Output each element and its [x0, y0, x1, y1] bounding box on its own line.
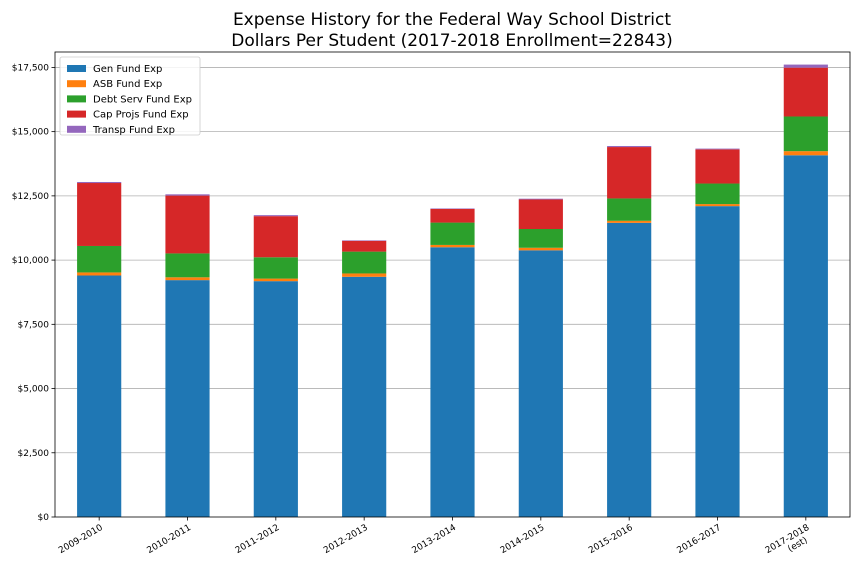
bar-segment — [695, 148, 740, 150]
y-tick-label: $7,500 — [18, 320, 50, 330]
bar-segment — [77, 181, 122, 184]
bar-segment — [783, 116, 828, 152]
bar-segment — [607, 220, 652, 223]
legend-label: Debt Serv Fund Exp — [93, 94, 192, 105]
x-tick-label: 2015-2016 — [587, 523, 635, 556]
bar-segment — [783, 151, 828, 156]
bar-segment — [165, 195, 210, 254]
legend-swatch — [67, 95, 86, 103]
bar-segment — [253, 278, 298, 282]
x-tick-label-group: 2010-2011 — [146, 523, 193, 556]
bar-segment — [695, 149, 740, 184]
y-tick-label: $0 — [38, 513, 50, 523]
bar-segment — [77, 275, 122, 517]
legend: Gen Fund Exp ASB Fund Exp Debt Serv Fund E… — [59, 56, 201, 136]
bar-segment — [518, 247, 563, 251]
bar-segment — [430, 222, 475, 245]
x-tick-label: 2014-2015 — [499, 523, 546, 556]
x-tick-label-group: 2012-2013 — [322, 523, 369, 556]
bars — [77, 64, 828, 518]
bar-segment — [783, 64, 828, 68]
bar-segment — [165, 277, 210, 281]
y-tick-label: $17,500 — [12, 63, 49, 73]
x-tick-label: 2016-2017 — [676, 523, 723, 556]
bar-segment — [607, 146, 652, 148]
legend-swatch — [67, 110, 86, 118]
x-tick-label-group: 2009-2010 — [57, 523, 105, 556]
legend-label: ASB Fund Exp — [93, 79, 162, 90]
bar-segment — [77, 245, 122, 273]
x-tick-label: 2011-2012 — [234, 523, 281, 556]
y-tick-label: $12,500 — [12, 192, 49, 202]
bar-segment — [253, 216, 298, 258]
bar-segment — [695, 204, 740, 207]
bar-segment — [783, 67, 828, 117]
x-tick-label-group: 2015-2016 — [587, 523, 635, 556]
bar-segment — [430, 244, 475, 248]
bar-segment — [253, 215, 298, 217]
bar-segment — [607, 222, 652, 518]
bar-segment — [253, 257, 298, 279]
bar-segment — [342, 273, 387, 277]
bar-segment — [695, 183, 740, 205]
x-tick-label-group: 2017-2018(est) — [764, 523, 812, 556]
x-tick-label: 2013-2014 — [411, 523, 459, 556]
bar-segment — [430, 208, 475, 223]
y-tick-label: $10,000 — [12, 256, 49, 266]
x-tick-label: 2009-2010 — [57, 523, 105, 556]
x-tick-label: 2012-2013 — [322, 523, 369, 556]
bar-segment — [342, 276, 387, 517]
x-axis: 2009-2010 2010-2011 2011-2012 2012-2013 2013… — [57, 517, 812, 556]
bar-segment — [518, 250, 563, 518]
legend-swatch — [67, 65, 86, 72]
legend-label: Gen Fund Exp — [93, 64, 162, 75]
bar-segment — [518, 229, 563, 248]
bar-segment — [518, 199, 563, 230]
bar-segment — [695, 206, 740, 517]
chart-title-line2: Dollars Per Student (2017-2018 Enrollmen… — [231, 31, 673, 51]
legend-box — [59, 56, 201, 136]
legend-swatch — [67, 125, 86, 133]
bar-segment — [430, 247, 475, 518]
y-axis: $0 $2,500 $5,000 $7,500 $10,000 $12,500 $15,00… — [12, 63, 55, 523]
bar-segment — [342, 251, 387, 274]
bar-segment — [342, 240, 387, 252]
bar-segment — [165, 280, 210, 517]
bar-segment — [518, 198, 563, 200]
legend-swatch — [67, 80, 86, 88]
x-tick-label-group: 2014-2015 — [499, 523, 546, 556]
bar-segment — [77, 183, 122, 246]
bar-segment — [342, 240, 387, 241]
y-tick-label: $2,500 — [18, 449, 50, 459]
bar-segment — [430, 208, 475, 209]
bar-segment — [77, 272, 122, 276]
y-tick-label: $15,000 — [12, 128, 49, 138]
x-tick-label-group: 2011-2012 — [234, 523, 281, 556]
y-tick-label: $5,000 — [18, 385, 50, 395]
bar-segment — [607, 198, 652, 221]
legend-label: Transp Fund Exp — [92, 125, 175, 136]
x-tick-label-group: 2013-2014 — [411, 523, 459, 556]
legend-label: Cap Projs Fund Exp — [93, 110, 189, 121]
bar-segment — [783, 155, 828, 517]
bar-segment — [165, 194, 210, 196]
bar-segment — [607, 147, 652, 199]
x-tick-label-group: 2016-2017 — [676, 523, 723, 556]
x-tick-label: 2010-2011 — [146, 523, 193, 556]
bar-segment — [253, 281, 298, 517]
chart-title-line1: Expense History for the Federal Way Scho… — [233, 10, 671, 30]
bar-segment — [165, 253, 210, 278]
